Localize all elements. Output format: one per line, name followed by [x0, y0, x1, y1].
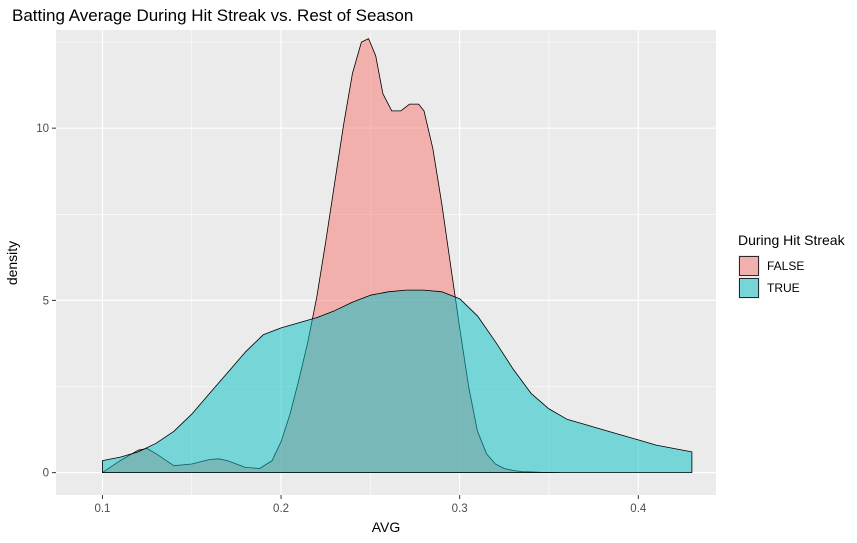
- axis-ticks: [52, 127, 639, 499]
- density-area-true: [102, 289, 693, 473]
- legend-label-true: TRUE: [767, 281, 800, 295]
- legend-swatch-true: [739, 278, 759, 298]
- x-tick-label: 0.3: [452, 503, 468, 515]
- y-tick-label: 0: [43, 468, 49, 480]
- legend-swatch-false: [739, 256, 759, 276]
- legend-key-true: [738, 277, 760, 299]
- x-axis-title: AVG: [372, 519, 401, 535]
- chart-title: Batting Average During Hit Streak vs. Re…: [12, 6, 413, 25]
- density-areas: [102, 38, 693, 473]
- tick-labels: 0.1 0.2 0.3 0.4 0 5 10: [36, 123, 647, 515]
- legend-key-false: [738, 255, 760, 277]
- legend: During Hit Streak FALSE TRUE: [738, 232, 846, 299]
- legend-title: During Hit Streak: [738, 232, 846, 248]
- y-tick-label: 10: [36, 123, 49, 135]
- legend-label-false: FALSE: [767, 259, 804, 273]
- x-tick-label: 0.4: [630, 503, 647, 515]
- y-tick-label: 5: [43, 295, 49, 307]
- y-axis-title: density: [4, 241, 20, 285]
- x-tick-label: 0.1: [94, 503, 110, 515]
- x-tick-label: 0.2: [273, 503, 289, 515]
